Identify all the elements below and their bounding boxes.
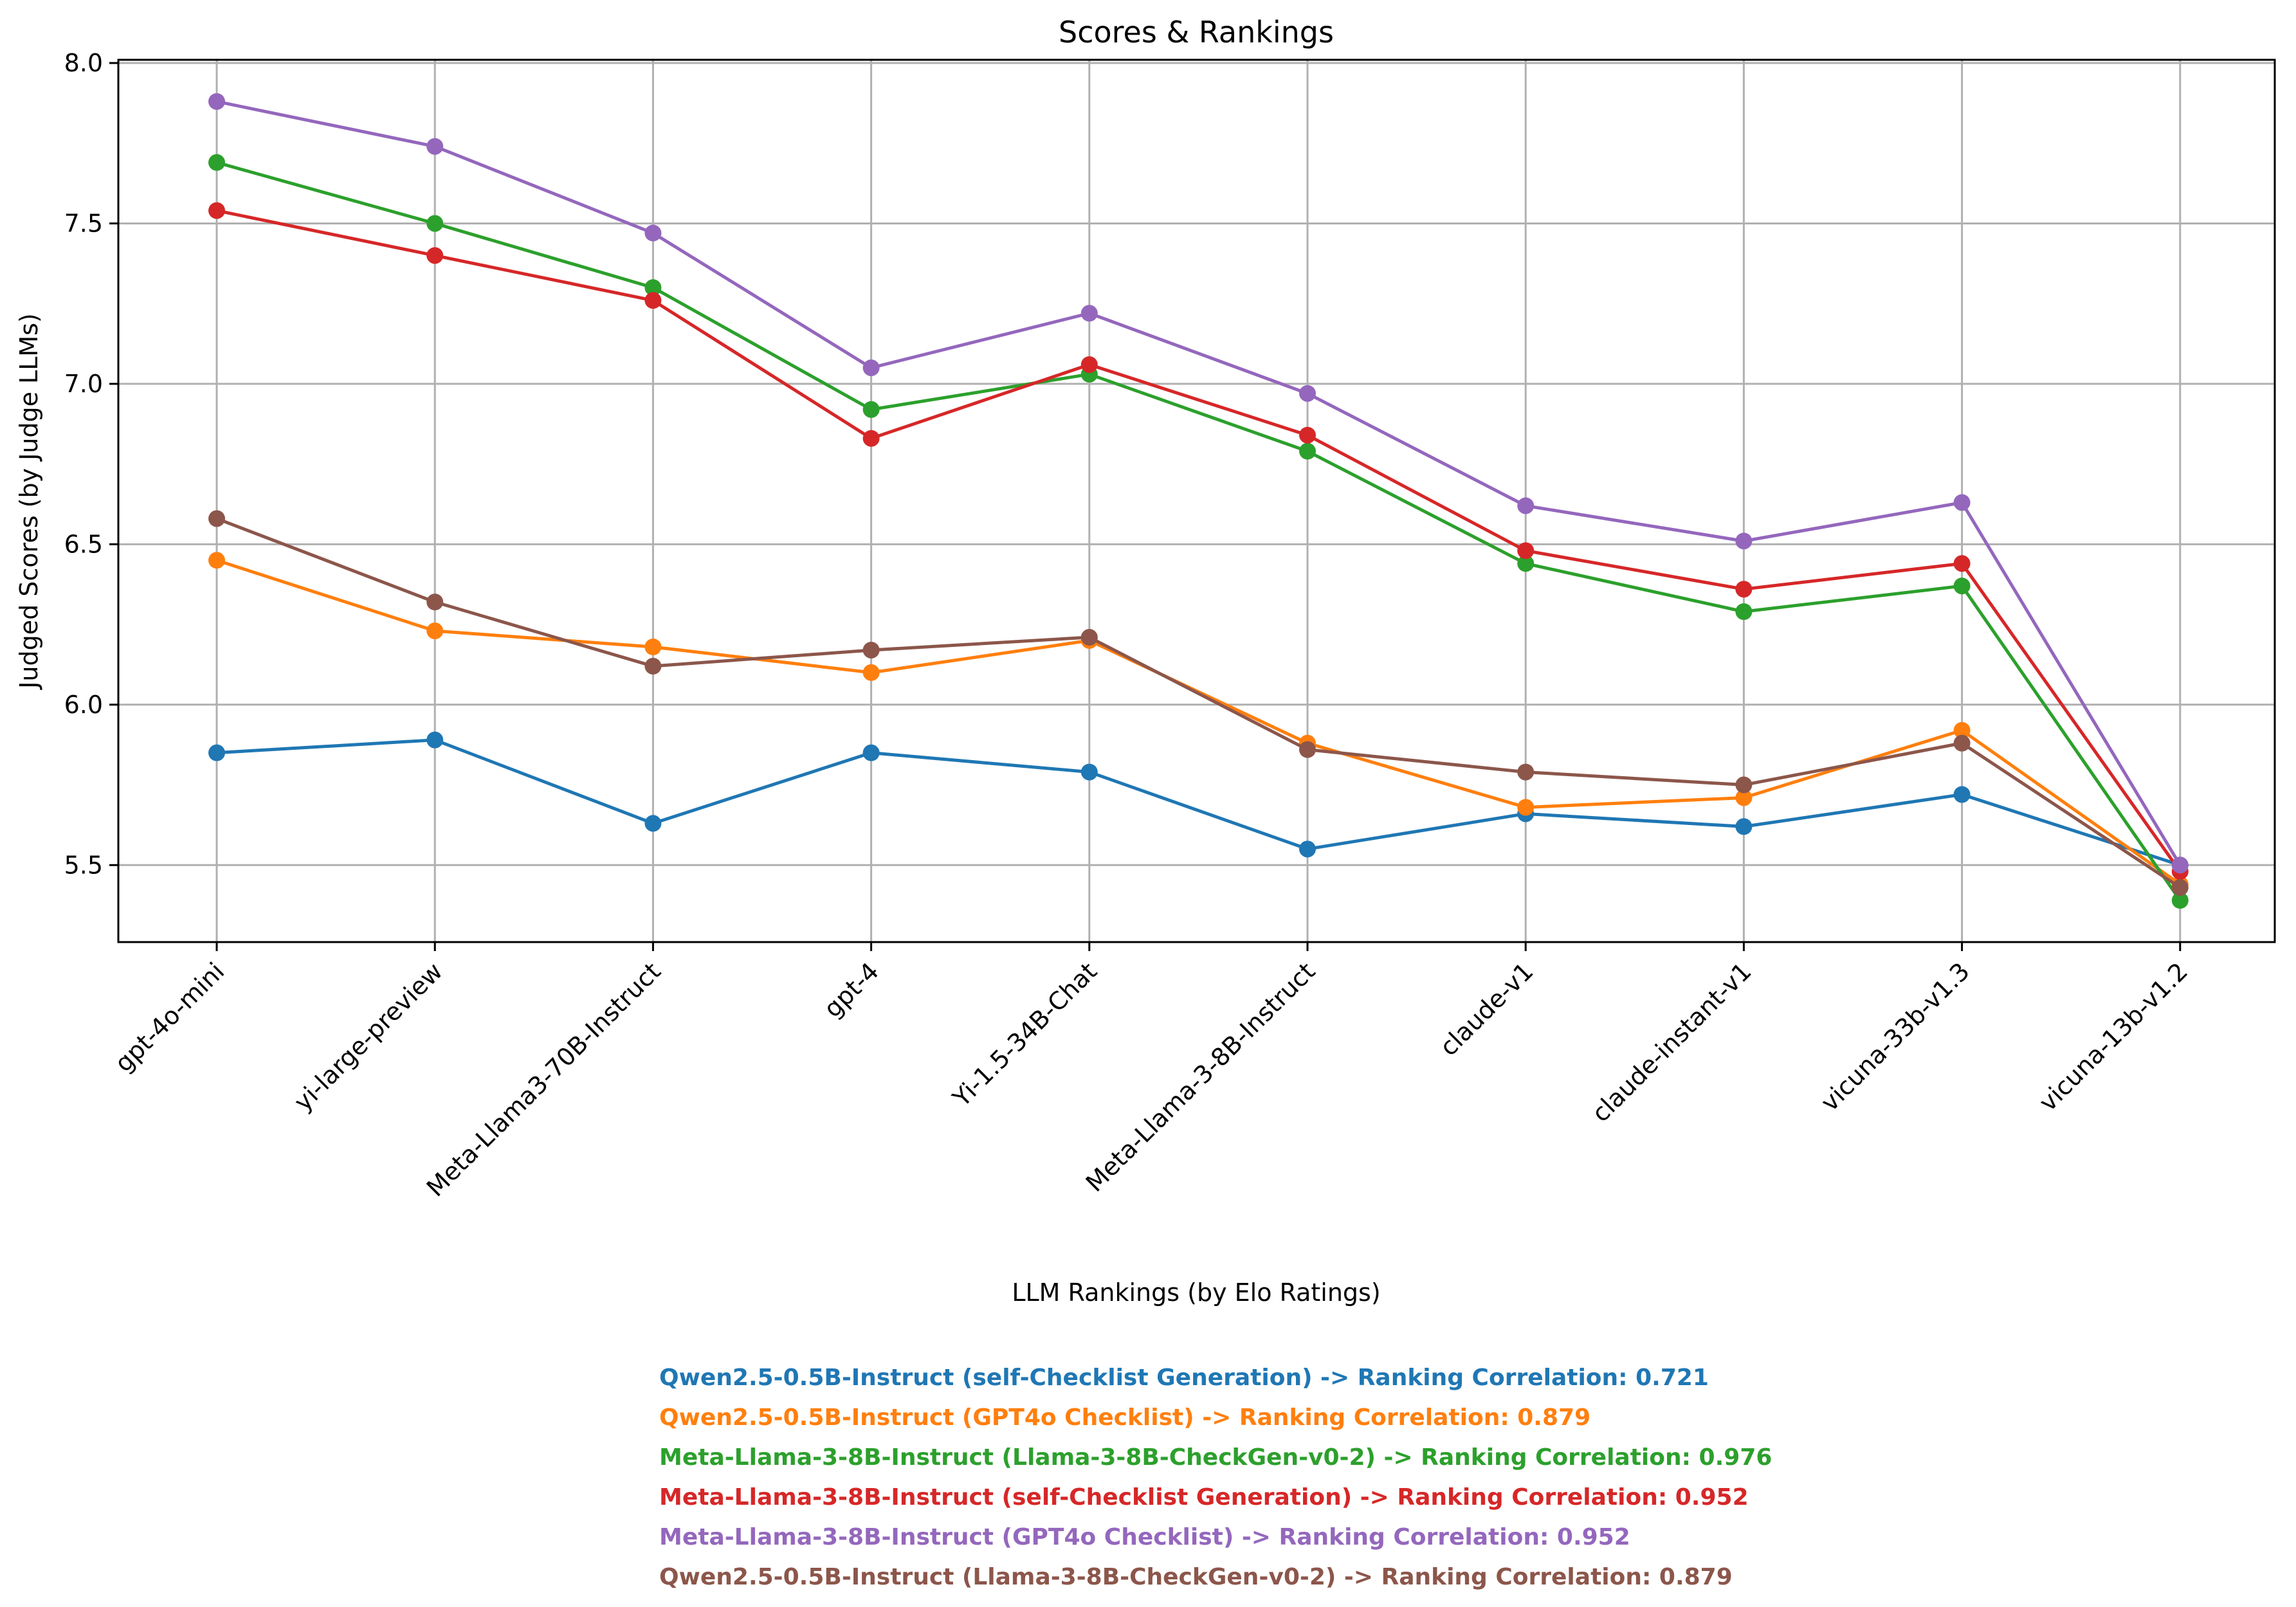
data-point bbox=[426, 215, 444, 232]
data-point bbox=[1953, 555, 1971, 572]
annotation-line: Meta-Llama-3-8B-Instruct (self-Checklist… bbox=[659, 1484, 1749, 1511]
grid-lines bbox=[118, 60, 2275, 942]
data-point bbox=[1299, 442, 1316, 460]
data-point bbox=[862, 641, 880, 658]
data-point bbox=[1953, 494, 1971, 511]
data-point bbox=[1517, 555, 1535, 572]
data-point bbox=[1080, 305, 1098, 322]
data-point bbox=[862, 401, 880, 418]
data-point bbox=[1299, 840, 1316, 858]
data-point bbox=[208, 202, 225, 219]
data-point bbox=[1517, 763, 1535, 781]
data-point bbox=[208, 744, 225, 761]
y-axis-ticks: 5.5 6.0 6.5 7.0 7.5 8.0 bbox=[64, 49, 118, 879]
x-tick-label: claude-v1 bbox=[1434, 957, 1538, 1061]
annotation-line: Qwen2.5-0.5B-Instruct (Llama-3-8B-CheckG… bbox=[659, 1564, 1733, 1590]
data-point bbox=[1735, 532, 1753, 550]
x-tick-label: claude-instant-v1 bbox=[1587, 957, 1757, 1127]
data-point bbox=[1299, 385, 1316, 402]
x-tick-label: Meta-Llama-3-8B-Instruct bbox=[1080, 957, 1321, 1197]
data-point bbox=[644, 292, 662, 309]
data-point bbox=[1299, 741, 1316, 758]
data-point bbox=[1735, 603, 1753, 621]
y-tick-label: 8.0 bbox=[64, 49, 103, 77]
y-tick-label: 5.5 bbox=[64, 851, 103, 879]
data-point bbox=[2171, 857, 2189, 874]
data-point bbox=[426, 594, 444, 611]
data-point bbox=[862, 664, 880, 681]
x-tick-label: yi-large-preview bbox=[289, 957, 448, 1116]
data-point bbox=[862, 744, 880, 761]
y-tick-label: 6.5 bbox=[64, 530, 103, 558]
annotation-line: Meta-Llama-3-8B-Instruct (GPT4o Checklis… bbox=[659, 1524, 1630, 1550]
series-layer bbox=[208, 93, 2189, 909]
data-point bbox=[1517, 799, 1535, 816]
x-tick-label: gpt-4o-mini bbox=[109, 957, 230, 1077]
data-point bbox=[426, 622, 444, 640]
x-tick-label: Meta-Llama3-70B-Instruct bbox=[421, 957, 666, 1202]
data-point bbox=[1953, 577, 1971, 595]
data-point bbox=[644, 639, 662, 656]
y-tick-label: 6.0 bbox=[64, 691, 103, 719]
data-point bbox=[862, 430, 880, 447]
plot-frame bbox=[117, 59, 2276, 943]
data-point bbox=[1735, 581, 1753, 598]
series-line-1 bbox=[216, 738, 2181, 867]
data-point bbox=[644, 815, 662, 832]
x-axis-ticks: gpt-4o-mini yi-large-previewMeta-Llama3-7… bbox=[109, 942, 2193, 1202]
y-tick-label: 7.5 bbox=[64, 209, 103, 237]
data-point bbox=[426, 138, 444, 155]
data-point bbox=[426, 247, 444, 264]
data-point bbox=[1517, 542, 1535, 559]
data-point bbox=[208, 93, 225, 110]
annotation-line: Qwen2.5-0.5B-Instruct (GPT4o Checklist) … bbox=[659, 1404, 1590, 1431]
series-line-3 bbox=[216, 161, 2182, 902]
x-axis-label: LLM Rankings (by Elo Ratings) bbox=[1012, 1278, 1380, 1307]
annotation-line: Qwen2.5-0.5B-Instruct (self-Checklist Ge… bbox=[659, 1365, 1709, 1391]
data-point bbox=[644, 279, 662, 296]
annotation-line: Meta-Llama-3-8B-Instruct (Llama-3-8B-Che… bbox=[659, 1444, 1772, 1471]
x-tick-label: Yi-1.5-34B-Chat bbox=[947, 957, 1102, 1112]
series-line-6 bbox=[216, 517, 2182, 889]
data-point bbox=[1299, 426, 1316, 444]
data-point bbox=[1953, 722, 1971, 739]
data-point bbox=[1953, 734, 1971, 752]
data-point bbox=[208, 510, 225, 527]
data-point bbox=[1735, 776, 1753, 794]
data-point bbox=[1080, 356, 1098, 373]
data-point bbox=[1735, 818, 1753, 835]
data-point bbox=[1953, 786, 1971, 803]
chart-title: Scores & Rankings bbox=[1059, 15, 1334, 50]
data-point bbox=[1080, 763, 1098, 781]
data-point bbox=[644, 224, 662, 242]
x-tick-label: vicuna-33b-v1.3 bbox=[1816, 957, 1975, 1116]
y-tick-label: 7.0 bbox=[64, 370, 103, 398]
data-point bbox=[208, 552, 225, 569]
series-line-2 bbox=[216, 558, 2182, 886]
data-point bbox=[1080, 629, 1098, 646]
correlation-annotations: Qwen2.5-0.5B-Instruct (self-Checklist Ge… bbox=[659, 1365, 1772, 1590]
data-point bbox=[644, 657, 662, 675]
series-line-5 bbox=[216, 100, 2182, 866]
data-point bbox=[862, 359, 880, 376]
x-tick-label: gpt-4 bbox=[818, 957, 884, 1023]
data-point bbox=[2171, 892, 2189, 909]
data-point bbox=[2171, 879, 2189, 896]
data-point bbox=[1735, 789, 1753, 806]
data-point bbox=[208, 154, 225, 171]
x-tick-label: vicuna-13b-v1.2 bbox=[2034, 957, 2193, 1116]
data-point bbox=[426, 731, 444, 749]
y-axis-label: Judged Scores (by Judge LLMs) bbox=[15, 313, 43, 690]
series-line-4 bbox=[216, 209, 2182, 873]
data-point bbox=[1517, 497, 1535, 514]
